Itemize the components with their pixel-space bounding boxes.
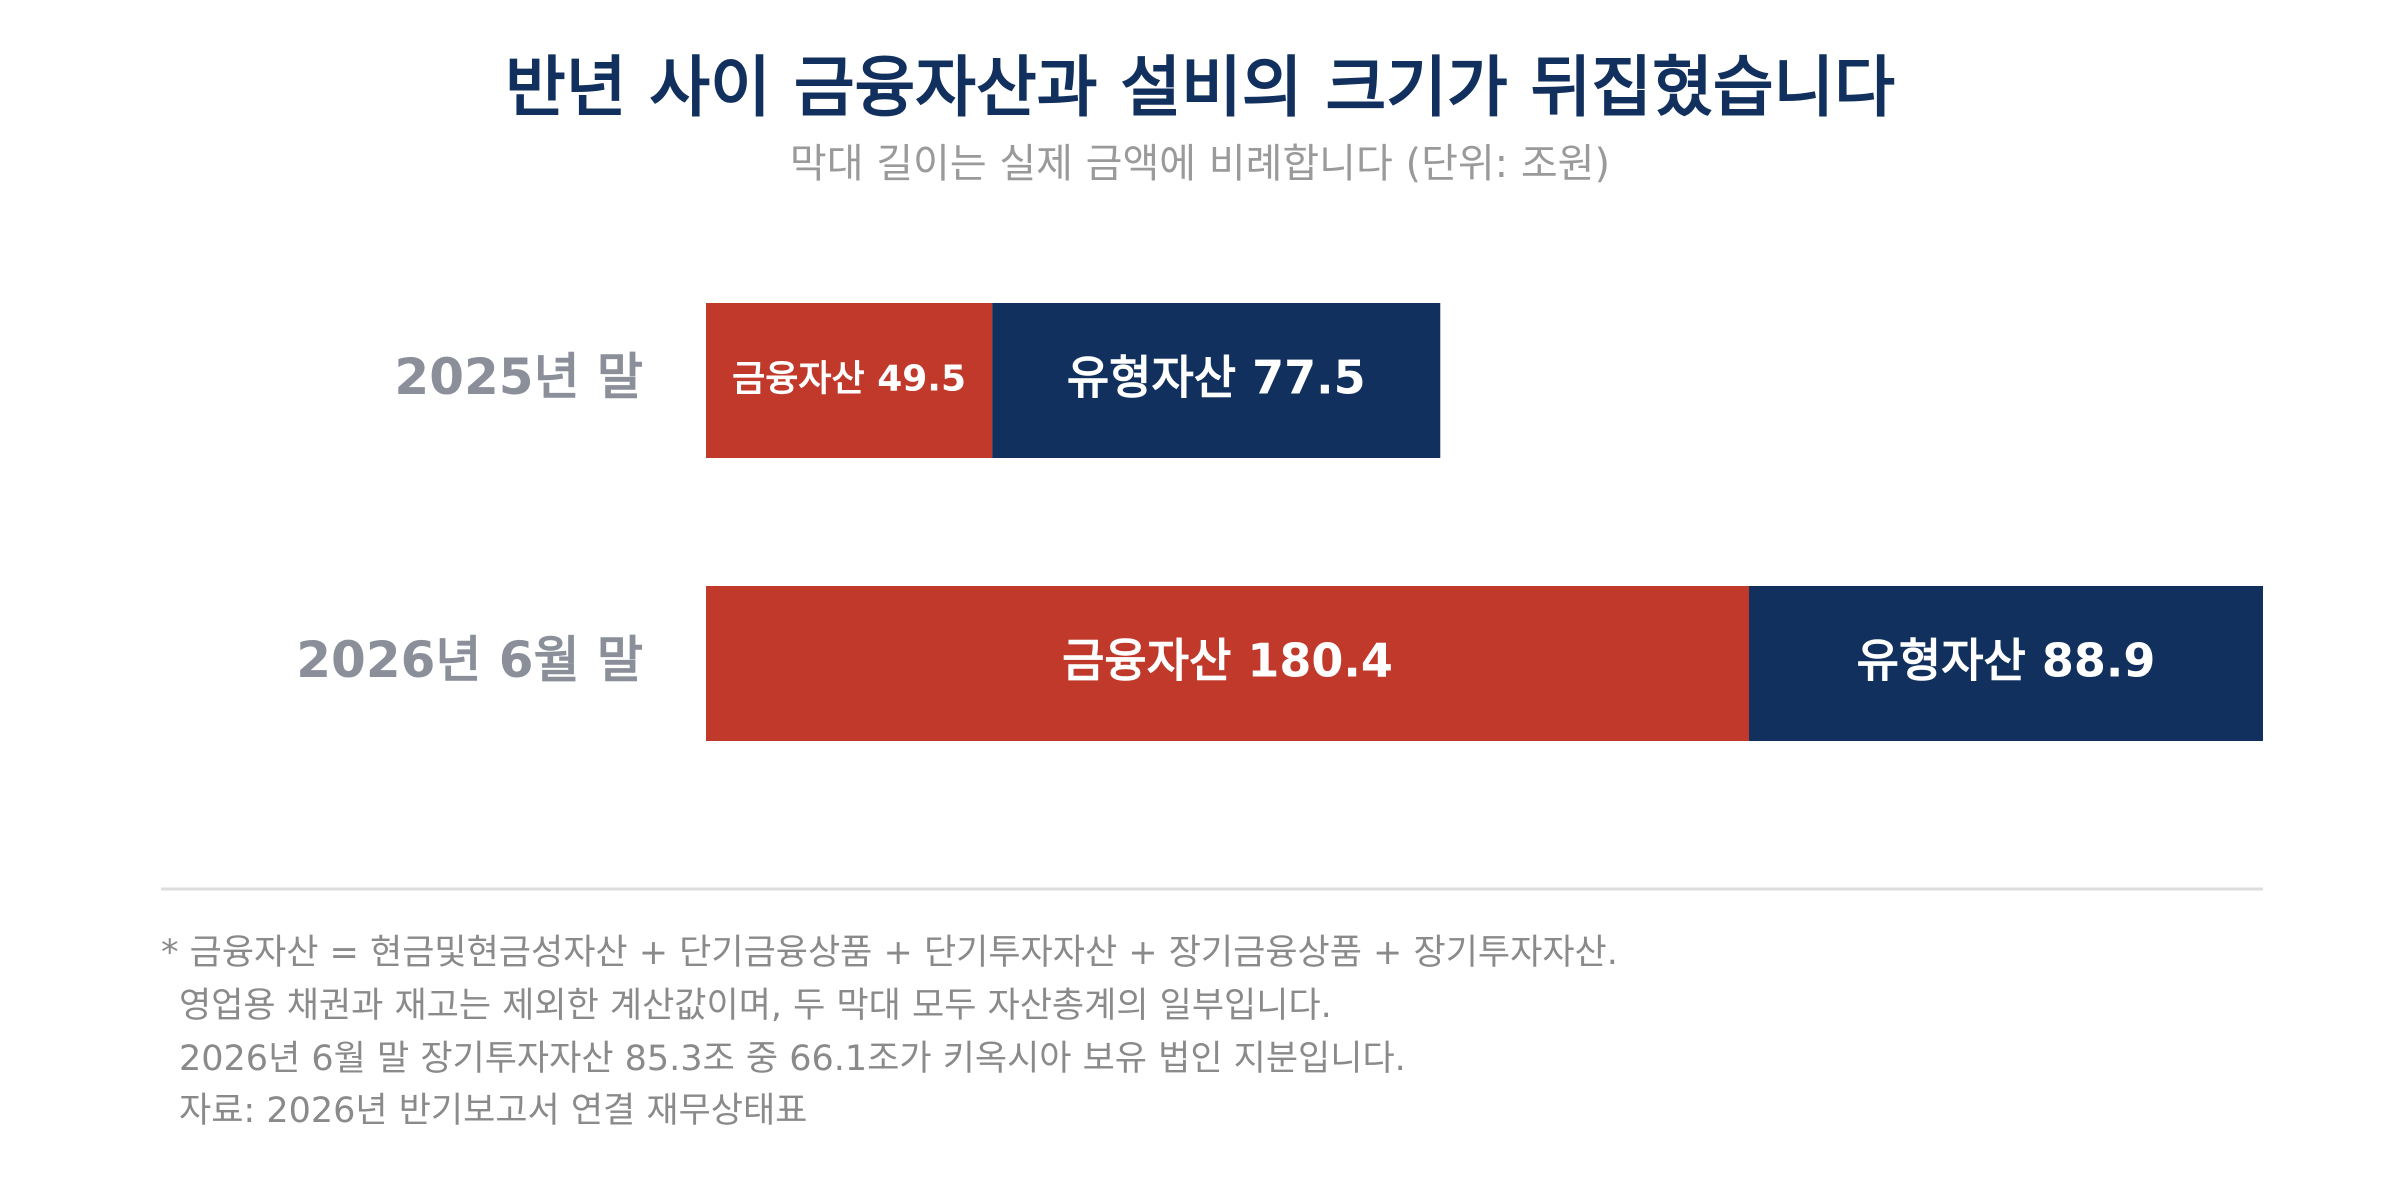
data-label-name: 금융자산: [732, 359, 864, 400]
data-label-value: 88.9: [2042, 633, 2156, 687]
data-label: 금융자산 49.5: [732, 359, 966, 400]
bar-segment: [992, 303, 1441, 458]
bar-segment: [706, 303, 993, 458]
data-label: 금융자산 180.4: [1062, 633, 1393, 687]
chart-subtitle: 막대 길이는 실제 금액에 비례합니다 (단위: 조원): [790, 141, 1610, 187]
data-label: 유형자산 88.9: [1857, 633, 2156, 687]
data-label-name: 유형자산: [1857, 633, 2026, 687]
data-label-value: 49.5: [877, 359, 966, 400]
footnote: 자료: 2026년 반기보고서 연결 재무상태표: [179, 1091, 807, 1131]
data-label-value: 77.5: [1252, 350, 1366, 404]
data-label-name: 금융자산: [1062, 633, 1231, 687]
data-label-name: 유형자산: [1067, 350, 1236, 404]
bar-segment: [706, 586, 1750, 741]
footnote: 영업용 채권과 재고는 제외한 계산값이며, 두 막대 모두 자산총계의 일부입…: [179, 986, 1332, 1026]
data-label-value: 180.4: [1247, 633, 1393, 687]
footnote: 2026년 6월 말 장기투자자산 85.3조 중 66.1조가 키옥시아 보유…: [179, 1039, 1406, 1079]
data-label: 유형자산 77.5: [1067, 350, 1366, 404]
category-label: 2025년 말: [394, 348, 643, 406]
bar-segment: [1749, 586, 2263, 741]
chart-title: 반년 사이 금융자산과 설비의 크기가 뒤집혔습니다: [505, 49, 1895, 126]
footnote: * 금융자산 = 현금및현금성자산 + 단기금융상품 + 단기투자자산 + 장기…: [161, 933, 1618, 973]
category-label: 2026년 6월 말: [296, 631, 643, 689]
